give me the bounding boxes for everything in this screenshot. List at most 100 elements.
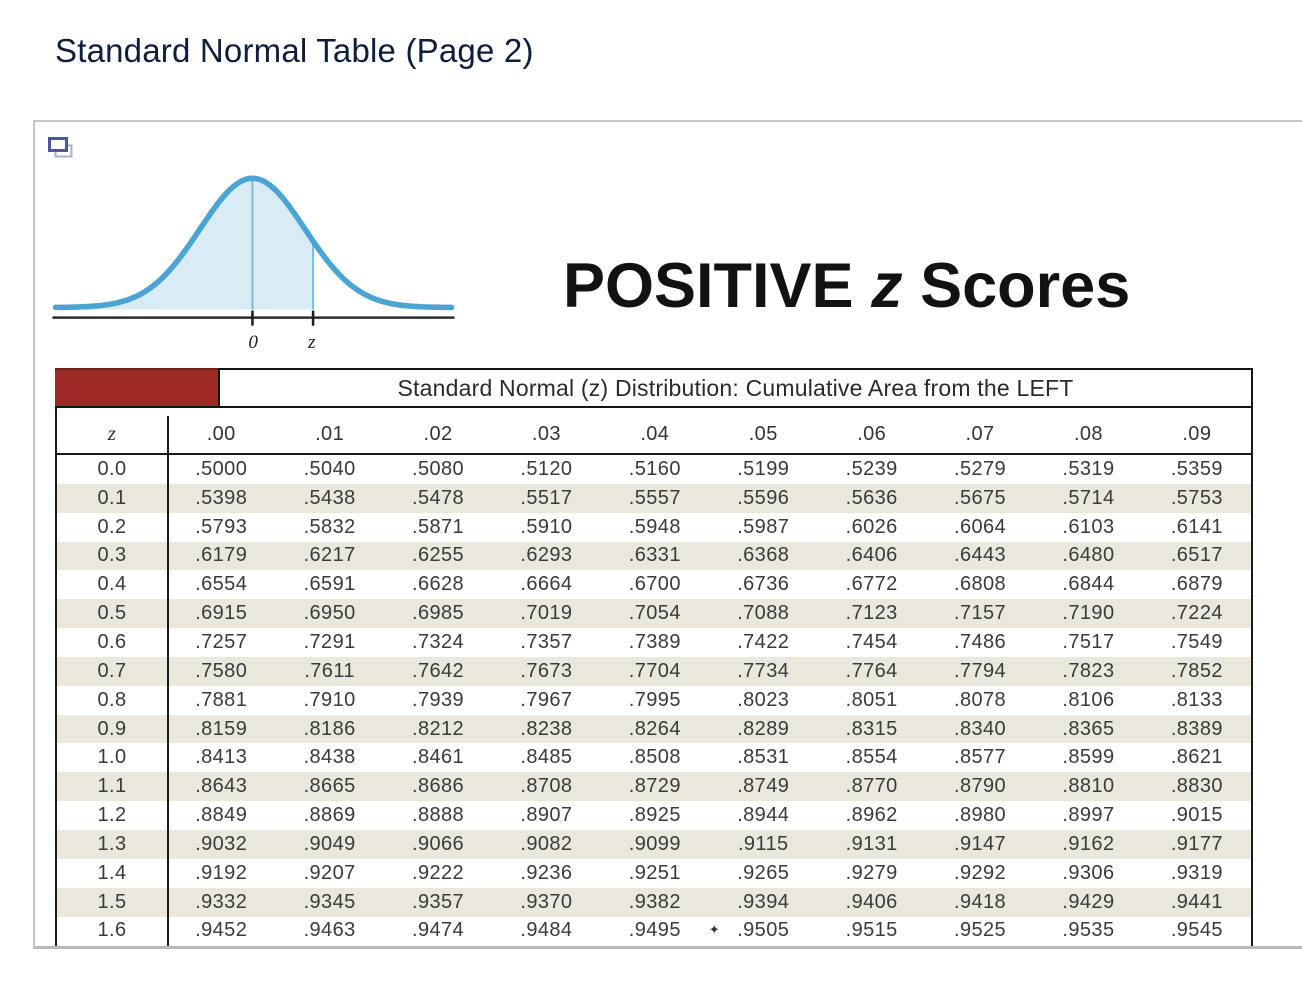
table-row: 0.4 .6554 .6591 .6628 .6664 .6700 .6736 .6772 .6… bbox=[57, 570, 1251, 599]
value-cell: .7224 bbox=[1170, 602, 1223, 625]
value-cell: .9406 bbox=[845, 890, 898, 913]
column-header: .00 bbox=[206, 423, 236, 445]
value-cell: .5398 bbox=[195, 486, 248, 509]
value-cell: .7257 bbox=[195, 630, 248, 653]
value-cell: .6331 bbox=[628, 544, 681, 567]
value-cell: .5080 bbox=[411, 457, 465, 480]
value-cell: .8830 bbox=[1170, 775, 1223, 798]
value-cell: .9032 bbox=[195, 832, 248, 855]
value-cell: .6985 bbox=[411, 602, 465, 625]
value-cell: .5596 bbox=[737, 486, 790, 509]
value-cell: .7486 bbox=[954, 630, 1007, 653]
value-cell: .8438 bbox=[303, 746, 356, 769]
value-cell: .8599 bbox=[1062, 746, 1115, 769]
z-cell: 0.1 bbox=[97, 486, 127, 509]
popout-windows-icon[interactable] bbox=[47, 136, 77, 162]
zero-label: 0 bbox=[248, 332, 258, 353]
value-cell: .9441 bbox=[1170, 890, 1223, 913]
value-cell: .9382 bbox=[628, 890, 681, 913]
z-cell: 1.5 bbox=[97, 890, 127, 913]
table-header-row: z .00 .01 .02 .03 .04 .05 .06 .07 .08 .09 bbox=[57, 408, 1251, 455]
value-cell: .9015 bbox=[1170, 804, 1223, 827]
value-cell: .7794 bbox=[954, 659, 1007, 682]
value-cell: .8907 bbox=[520, 804, 573, 827]
z-cell: 0.2 bbox=[97, 515, 127, 538]
value-cell: .7910 bbox=[303, 688, 356, 711]
value-cell: .9525 bbox=[954, 919, 1007, 942]
value-cell: .5517 bbox=[520, 486, 573, 509]
z-column-divider bbox=[167, 416, 169, 946]
value-cell: .7422 bbox=[737, 630, 790, 653]
value-cell: .8749 bbox=[737, 775, 790, 798]
value-cell: .8770 bbox=[845, 775, 898, 798]
value-cell: .6179 bbox=[195, 544, 248, 567]
value-cell: .5675 bbox=[954, 486, 1007, 509]
value-cell: .8708 bbox=[520, 775, 573, 798]
value-cell: .8869 bbox=[303, 804, 356, 827]
value-cell: .9357 bbox=[411, 890, 465, 913]
value-cell: .8729 bbox=[628, 775, 681, 798]
column-header: .07 bbox=[965, 423, 995, 445]
table-row: 0.5 .6915 .6950 .6985 .7019 .7054 .7088 .7123 .7… bbox=[57, 599, 1251, 629]
z-cell: 0.9 bbox=[97, 717, 127, 740]
value-cell: .9279 bbox=[845, 861, 898, 884]
value-cell: .8997 bbox=[1062, 804, 1115, 827]
value-cell: .6141 bbox=[1170, 515, 1223, 538]
value-cell: .9474 bbox=[411, 919, 465, 942]
value-cell: .5160 bbox=[628, 457, 681, 480]
value-cell: .7291 bbox=[303, 630, 356, 653]
z-table: z .00 .01 .02 .03 .04 .05 .06 .07 .08 .09 0.0 .5000… bbox=[55, 408, 1253, 946]
value-cell: .5871 bbox=[411, 515, 465, 538]
value-cell: .6772 bbox=[845, 573, 898, 596]
table-row: 0.0 .5000 .5040 .5080 .5120 .5160 .5199 .5239 .5… bbox=[57, 455, 1251, 484]
z-cell: 1.2 bbox=[97, 804, 127, 827]
front-window-rect bbox=[48, 137, 68, 152]
value-cell: .8485 bbox=[520, 746, 573, 769]
value-cell: .6480 bbox=[1062, 544, 1115, 567]
value-cell: .6368 bbox=[737, 544, 790, 567]
value-cell: .6879 bbox=[1170, 573, 1223, 596]
value-cell: .9332 bbox=[195, 890, 248, 913]
value-cell: .5832 bbox=[303, 515, 356, 538]
table-row: 0.9 .8159 .8186 .8212 .8238 .8264 .8289 .8315 .8… bbox=[57, 714, 1251, 744]
value-cell: .8365 bbox=[1062, 717, 1115, 740]
value-cell: .5438 bbox=[303, 486, 356, 509]
z-cell: 1.0 bbox=[97, 746, 127, 769]
value-cell: .9222 bbox=[411, 861, 465, 884]
value-cell: .5478 bbox=[411, 486, 465, 509]
table-row: 1.3 .9032 .9049 .9066 .9082 .9099 .9115 .9131 .9… bbox=[57, 829, 1251, 859]
value-cell: .7642 bbox=[411, 659, 465, 682]
heading-z: z bbox=[871, 251, 903, 321]
value-cell: .8810 bbox=[1062, 775, 1115, 798]
column-header: .03 bbox=[531, 423, 561, 445]
value-cell: .9265 bbox=[737, 861, 790, 884]
value-cell: .6103 bbox=[1062, 515, 1115, 538]
table-row: 0.7 .7580 .7611 .7642 .7673 .7704 .7734 .7764 .7… bbox=[57, 656, 1251, 686]
value-cell: .5199 bbox=[737, 457, 790, 480]
value-cell: .5319 bbox=[1062, 457, 1115, 480]
value-cell: .7580 bbox=[195, 659, 248, 682]
value-cell: .6217 bbox=[303, 544, 356, 567]
value-cell: .9394 bbox=[737, 890, 790, 913]
table-row: 1.1 .8643 .8665 .8686 .8708 .8729 .8749 .8770 .8… bbox=[57, 772, 1251, 802]
value-cell: .9370 bbox=[520, 890, 573, 913]
value-cell: .7324 bbox=[411, 630, 465, 653]
z-cell: 0.4 bbox=[97, 573, 127, 596]
table-row: 1.6 .9452 .9463 .9474 .9484 .9495 ✦ .9505 .9515.… bbox=[57, 917, 1251, 946]
column-header: .01 bbox=[315, 423, 345, 445]
value-cell: .5636 bbox=[845, 486, 898, 509]
value-cell: .7611 bbox=[304, 659, 355, 682]
banner-title: Standard Normal (z) Distribution: Cumula… bbox=[218, 368, 1253, 408]
value-cell: .8340 bbox=[954, 717, 1007, 740]
table-row: 1.2 .8849 .8869 .8888 .8907 .8925 .8944 .8962 .8… bbox=[57, 801, 1251, 830]
value-cell: .7054 bbox=[628, 602, 681, 625]
value-cell: .6736 bbox=[737, 573, 790, 596]
value-cell: .9535 bbox=[1062, 919, 1115, 942]
z-cell: 1.3 bbox=[97, 832, 127, 855]
value-cell: .8389 bbox=[1170, 717, 1223, 740]
value-cell: .8665 bbox=[303, 775, 356, 798]
column-header: .06 bbox=[857, 423, 887, 445]
value-cell: .8944 bbox=[737, 804, 790, 827]
value-cell: .5714 bbox=[1062, 486, 1115, 509]
heading-word-scores: Scores bbox=[920, 251, 1131, 321]
